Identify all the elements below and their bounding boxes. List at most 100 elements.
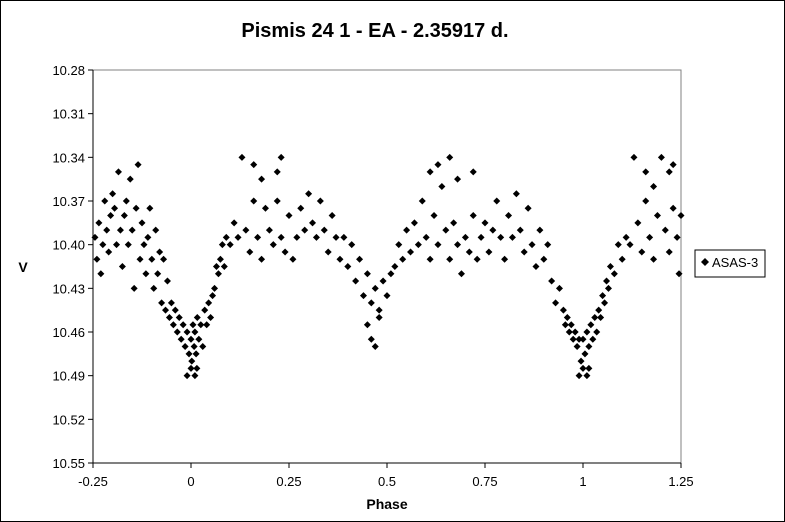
data-point	[132, 204, 140, 212]
data-point	[179, 321, 187, 329]
data-point	[520, 248, 528, 256]
data-point	[434, 241, 442, 249]
data-point	[234, 233, 242, 241]
data-point	[418, 197, 426, 205]
data-point	[579, 364, 587, 372]
data-point	[250, 161, 258, 169]
data-point	[193, 364, 201, 372]
data-point	[367, 335, 375, 343]
data-point	[293, 233, 301, 241]
data-point	[109, 190, 117, 198]
data-point	[669, 161, 677, 169]
data-point	[561, 321, 569, 329]
data-point	[585, 343, 593, 351]
y-tick-label: 10.31	[52, 107, 85, 122]
data-point	[116, 226, 124, 234]
data-point	[540, 255, 548, 263]
data-point	[646, 233, 654, 241]
data-point	[152, 226, 160, 234]
data-point	[454, 175, 462, 183]
data-point	[438, 182, 446, 190]
data-point	[169, 321, 177, 329]
y-tick-label: 10.28	[52, 63, 85, 78]
data-point	[673, 233, 681, 241]
data-point	[410, 219, 418, 227]
data-point	[192, 350, 200, 358]
data-point	[165, 313, 173, 321]
data-point	[638, 248, 646, 256]
data-point	[661, 226, 669, 234]
data-point	[399, 255, 407, 263]
data-point	[111, 204, 119, 212]
data-point	[426, 255, 434, 263]
x-tick-label: 0.25	[276, 474, 301, 489]
data-point	[485, 248, 493, 256]
y-tick-label: 10.46	[52, 325, 85, 340]
data-point	[603, 277, 611, 285]
x-tick-label: 1	[579, 474, 586, 489]
data-point	[297, 204, 305, 212]
data-point	[618, 255, 626, 263]
data-point	[91, 233, 99, 241]
data-point	[220, 263, 228, 270]
data-point	[642, 168, 650, 176]
data-point	[258, 255, 266, 263]
data-point	[552, 299, 560, 307]
data-point	[118, 263, 126, 270]
data-point	[481, 219, 489, 227]
data-point	[622, 233, 630, 241]
data-point	[599, 292, 607, 300]
data-point	[191, 328, 199, 336]
data-point	[209, 292, 217, 300]
x-axis-title: Phase	[366, 496, 407, 512]
data-point	[301, 226, 309, 234]
data-point	[187, 335, 195, 343]
data-point	[218, 241, 226, 249]
data-point	[606, 263, 614, 270]
data-point	[154, 270, 162, 278]
data-point	[371, 343, 379, 351]
data-point	[352, 277, 360, 285]
data-point	[205, 299, 213, 307]
plot-area	[92, 69, 682, 464]
data-point	[430, 212, 438, 220]
data-point	[160, 255, 168, 263]
data-point	[273, 197, 281, 205]
data-point	[309, 219, 317, 227]
y-tick-label: 10.34	[52, 150, 85, 165]
y-tick-label: 10.49	[52, 369, 85, 384]
data-point	[138, 219, 146, 227]
data-point	[328, 212, 336, 220]
y-tick-label: 10.55	[52, 456, 85, 471]
x-tick-label: 1.25	[668, 474, 693, 489]
data-point	[305, 190, 313, 198]
data-point	[348, 241, 356, 249]
data-point	[316, 197, 324, 205]
data-point	[532, 263, 540, 270]
data-point	[601, 299, 609, 307]
data-point	[581, 350, 589, 358]
data-point	[677, 212, 685, 220]
data-point	[610, 270, 618, 278]
data-point	[575, 335, 583, 343]
data-point	[569, 335, 577, 343]
data-point	[614, 241, 622, 249]
data-point	[336, 255, 344, 263]
data-point	[103, 226, 111, 234]
data-point	[477, 233, 485, 241]
data-point	[469, 168, 477, 176]
data-point	[583, 372, 591, 380]
y-axis-title: V	[18, 259, 28, 275]
data-point	[190, 343, 198, 351]
data-point	[575, 372, 583, 380]
data-point	[589, 335, 597, 343]
data-point	[216, 255, 224, 263]
data-point	[585, 364, 593, 372]
data-point	[277, 153, 285, 161]
data-point	[407, 248, 415, 256]
data-point	[669, 204, 677, 212]
y-tick-label: 10.37	[52, 194, 85, 209]
data-point	[469, 212, 477, 220]
data-point	[142, 270, 150, 278]
